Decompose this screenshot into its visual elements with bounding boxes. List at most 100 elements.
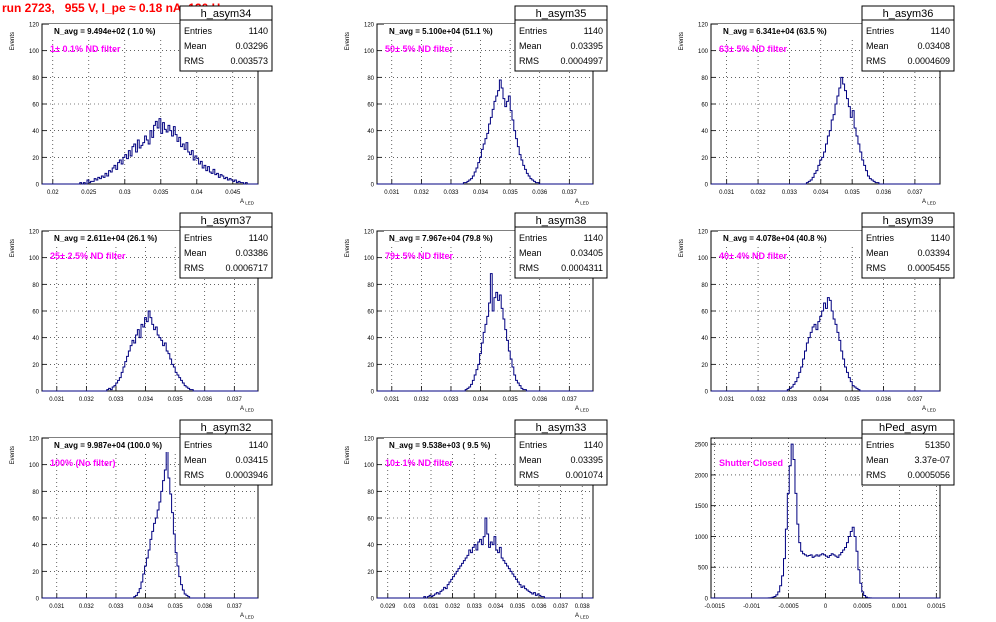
y-tick-label: 0 xyxy=(36,597,40,603)
y-tick-label: 120 xyxy=(698,230,709,236)
stats-label: Entries xyxy=(519,233,548,243)
y-tick-label: 20 xyxy=(367,156,374,162)
x-tick-label: 0.038 xyxy=(575,604,591,610)
stats-label: Entries xyxy=(519,26,548,36)
x-tick-label: 0.035 xyxy=(168,397,184,403)
stats-title: h_asym37 xyxy=(201,215,252,227)
avg-label: N_avg = 9.987e+04 (100.0 %) xyxy=(54,441,162,450)
stats-value: 51350 xyxy=(925,440,950,450)
stats-value: 1140 xyxy=(584,440,603,450)
stats-value: 0.0003946 xyxy=(225,470,268,480)
stats-value: 3.37e-07 xyxy=(914,455,950,465)
y-tick-label: 100 xyxy=(29,463,40,469)
stats-value: 0.03386 xyxy=(235,248,268,258)
x-tick-label: 0.033 xyxy=(467,604,483,610)
stats-value: 0.001074 xyxy=(565,470,603,480)
filter-label: Shutter Closed xyxy=(719,458,783,468)
x-tick-label: 0.031 xyxy=(384,190,400,196)
x-tick-label: 0.037 xyxy=(227,397,243,403)
y-tick-label: 120 xyxy=(364,437,375,443)
panel-h_asym36: 0 20 40 60 80 100 120 0.031 0.032 0.033 0.034 0.035… xyxy=(679,5,955,206)
stats-value: 1140 xyxy=(584,26,603,36)
x-tick-label: 0.035 xyxy=(153,190,169,196)
x-tick-label: 0.031 xyxy=(719,397,735,403)
stats-label: RMS xyxy=(184,470,204,480)
y-tick-label: 60 xyxy=(32,310,39,316)
x-tick-label: 0 xyxy=(824,604,828,610)
filter-label: 100% (No filter) xyxy=(50,458,116,468)
stats-title: h_asym32 xyxy=(201,422,252,434)
y-tick-label: 80 xyxy=(701,76,708,82)
y-tick-label: 20 xyxy=(367,570,374,576)
x-tick-label: 0.032 xyxy=(445,604,461,610)
y-tick-label: 40 xyxy=(701,129,708,135)
y-tick-label: 1000 xyxy=(695,535,709,541)
filter-label: 25± 2.5% ND filter xyxy=(50,251,126,261)
y-tick-label: 60 xyxy=(32,103,39,109)
x-tick-label: 0.036 xyxy=(197,604,213,610)
x-axis-label: A LED xyxy=(575,406,590,413)
y-tick-label: 120 xyxy=(29,230,40,236)
y-tick-label: 20 xyxy=(32,570,39,576)
stats-title: h_asym34 xyxy=(201,8,252,20)
stats-box xyxy=(179,5,273,72)
x-tick-label: -0.0015 xyxy=(705,604,726,610)
x-tick-label: 0.032 xyxy=(751,190,767,196)
histogram-line xyxy=(42,118,258,185)
stats-value: 1140 xyxy=(584,233,603,243)
x-tick-label: 0.036 xyxy=(197,397,213,403)
stats-label: Entries xyxy=(866,233,895,243)
x-axis-label: A LED xyxy=(922,199,937,206)
y-tick-label: 20 xyxy=(701,156,708,162)
x-tick-label: 0.0015 xyxy=(927,604,946,610)
y-axis-label: Events xyxy=(345,446,351,464)
stats-label: Mean xyxy=(184,41,207,51)
y-tick-label: 80 xyxy=(32,283,39,289)
y-tick-label: 100 xyxy=(364,256,375,262)
histogram-line xyxy=(711,443,940,599)
x-tick-label: -0.001 xyxy=(743,604,761,610)
x-tick-label: 0.037 xyxy=(562,190,578,196)
x-tick-label: 0.033 xyxy=(443,190,459,196)
stats-value: 1140 xyxy=(249,233,268,243)
x-tick-label: 0.031 xyxy=(49,397,65,403)
stats-value: 0.0005056 xyxy=(907,470,950,480)
stats-value: 0.0005455 xyxy=(907,263,950,273)
avg-label: N_avg = 9.494e+02 ( 1.0 %) xyxy=(54,27,156,36)
x-tick-label: 0.034 xyxy=(488,604,504,610)
x-tick-label: 0.031 xyxy=(423,604,439,610)
stats-value: 1140 xyxy=(931,233,950,243)
y-tick-label: 60 xyxy=(367,310,374,316)
stats-value: 0.03395 xyxy=(570,41,603,51)
panel-h_asym39: 0 20 40 60 80 100 120 0.031 0.032 0.033 0.034 0.035… xyxy=(679,212,955,413)
stats-box xyxy=(514,5,608,72)
stats-box xyxy=(861,419,955,486)
y-axis-label: Events xyxy=(345,239,351,257)
x-tick-label: 0.032 xyxy=(414,397,430,403)
x-tick-label: 0.02 xyxy=(47,190,59,196)
y-tick-label: 20 xyxy=(367,363,374,369)
y-axis-label: Events xyxy=(345,32,351,50)
x-tick-label: 0.037 xyxy=(907,190,923,196)
filter-label: 10± 1% ND filter xyxy=(385,458,453,468)
x-tick-label: 0.033 xyxy=(443,397,459,403)
y-tick-label: 100 xyxy=(364,463,375,469)
stats-label: RMS xyxy=(519,263,539,273)
panel-h_asym35: 0 20 40 60 80 100 120 0.031 0.032 0.033 0.034 0.035… xyxy=(345,5,608,206)
y-axis-label: Events xyxy=(679,32,685,50)
y-axis-label: Events xyxy=(10,239,16,257)
panel-h_asym34: 0 20 40 60 80 100 120 0.02 0.025 0.03 0.035 0.04 0.0… xyxy=(10,5,273,206)
stats-value: 0.03395 xyxy=(570,455,603,465)
histogram-line xyxy=(711,76,940,185)
stats-value: 0.03415 xyxy=(235,455,268,465)
x-tick-label: 0.037 xyxy=(553,604,569,610)
stats-label: Entries xyxy=(519,440,548,450)
x-axis-label: A LED xyxy=(575,199,590,206)
stats-label: RMS xyxy=(519,56,539,66)
y-tick-label: 60 xyxy=(701,103,708,109)
stats-label: RMS xyxy=(184,56,204,66)
x-axis-label: A LED xyxy=(240,199,255,206)
stats-box xyxy=(861,5,955,72)
x-tick-label: 0.031 xyxy=(384,397,400,403)
